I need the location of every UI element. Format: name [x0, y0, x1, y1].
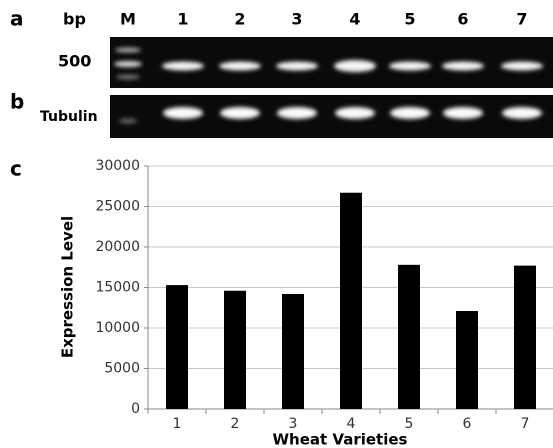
band [219, 62, 261, 71]
lane-label: 5 [404, 10, 415, 29]
x-axis-label: Wheat Varieties [273, 431, 408, 448]
bar [514, 266, 536, 409]
x-tick-label: 1 [173, 416, 182, 432]
marker-band [119, 119, 137, 124]
band [389, 62, 431, 71]
band [277, 107, 317, 119]
panel-label: a [10, 7, 24, 31]
lane-label: M [120, 10, 136, 29]
bar [282, 294, 304, 409]
lane-label: 7 [516, 10, 527, 29]
band [334, 60, 376, 72]
control-label: Tubulin [40, 109, 98, 125]
y-tick-label: 5000 [104, 361, 140, 377]
y-tick-label: 30000 [95, 158, 140, 174]
size-label: 500 [58, 52, 91, 71]
bar [456, 311, 478, 409]
x-tick-label: 7 [521, 416, 530, 432]
y-tick-label: 10000 [95, 320, 140, 336]
figure: a bp 500 b Tubulin c M 1 2 3 4 5 6 7 0 5000 10000 1… [0, 0, 553, 448]
lane-label: 4 [349, 10, 360, 29]
lane-label: 3 [291, 10, 302, 29]
band [502, 107, 542, 119]
lane-label: 1 [177, 10, 188, 29]
y-tick-label: 25000 [95, 199, 140, 215]
y-tick-label: 20000 [95, 239, 140, 255]
bar [340, 193, 362, 409]
band [163, 107, 203, 119]
band [276, 62, 318, 71]
band [335, 107, 375, 119]
size-header: bp [63, 10, 86, 29]
panel-label: c [10, 157, 22, 181]
marker-band [116, 75, 140, 79]
panel-label: b [10, 90, 24, 114]
marker-band [114, 61, 142, 67]
bar [166, 285, 188, 409]
y-tick-label: 15000 [95, 280, 140, 296]
x-tick-label: 6 [463, 416, 472, 432]
bar [398, 265, 420, 409]
band [443, 107, 483, 119]
y-axis-label: Expression Level [59, 216, 77, 358]
lane-label: 6 [457, 10, 468, 29]
x-tick-label: 2 [231, 416, 240, 432]
band [442, 62, 484, 71]
band [220, 107, 260, 119]
marker-band [115, 48, 141, 53]
band [390, 107, 430, 119]
y-tick-label: 0 [131, 401, 140, 417]
bar [224, 291, 246, 409]
band [501, 62, 543, 71]
band [162, 62, 204, 71]
lane-label: 2 [234, 10, 245, 29]
